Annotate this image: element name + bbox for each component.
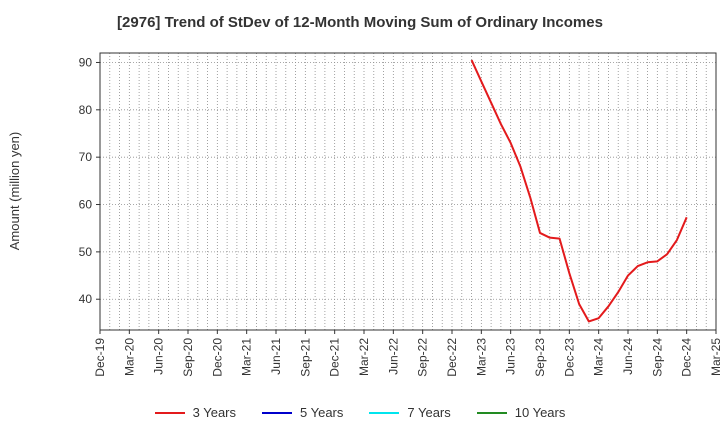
x-tick-label: Mar-23 xyxy=(474,338,488,376)
legend-item: 3 Years xyxy=(154,405,236,420)
x-tick-label: Sep-23 xyxy=(533,338,547,377)
x-tick-label: Mar-24 xyxy=(592,338,606,376)
plot-frame xyxy=(99,52,717,331)
legend: 3 Years 5 Years 7 Years 10 Years xyxy=(0,405,720,420)
chart-title: [2976] Trend of StDev of 12-Month Moving… xyxy=(117,14,603,31)
x-tick-label: Dec-19 xyxy=(93,338,107,377)
x-tick-label: Jun-20 xyxy=(152,338,166,375)
y-tick-label: 90 xyxy=(79,55,93,69)
x-tick-label: Sep-21 xyxy=(298,338,312,377)
x-tick-label: Sep-22 xyxy=(416,338,430,377)
x-tick-label: Mar-25 xyxy=(709,338,720,376)
x-tick-label: Dec-22 xyxy=(445,338,459,377)
grid-layer xyxy=(100,53,716,330)
x-tick-label: Sep-20 xyxy=(181,338,195,377)
series-layer xyxy=(470,59,688,323)
legend-swatch xyxy=(154,411,185,414)
legend-label: 7 Years xyxy=(407,405,451,420)
axis-layer: 40 50 60 70 80 90 Dec-19 Mar-20 Jun-20 Sep-20 Dec-… xyxy=(79,52,720,377)
x-tick-label: Sep-24 xyxy=(650,338,664,377)
x-tick-label: Mar-22 xyxy=(357,338,371,376)
legend-swatch xyxy=(262,411,292,414)
legend-item: 10 Years xyxy=(476,405,566,420)
y-tick-label: 50 xyxy=(79,245,93,259)
x-tick-label: Jun-24 xyxy=(621,338,635,375)
legend-swatch xyxy=(476,411,507,414)
legend-item: 7 Years xyxy=(369,405,451,420)
y-tick-label: 60 xyxy=(79,198,93,212)
x-tick-label: Dec-20 xyxy=(210,338,224,377)
x-tick-label: Mar-21 xyxy=(240,338,254,376)
y-tick-label: 40 xyxy=(79,292,93,306)
x-tick-label: Jun-21 xyxy=(269,338,283,375)
x-tick-label: Dec-24 xyxy=(680,338,694,377)
x-tick-label: Dec-23 xyxy=(562,338,576,377)
y-axis-title: Amount (million yen) xyxy=(7,132,22,251)
x-tick-label: Mar-20 xyxy=(122,338,136,376)
legend-swatch xyxy=(369,411,400,414)
legend-label: 10 Years xyxy=(514,405,566,420)
x-tick-label: Dec-21 xyxy=(328,338,342,377)
legend-item: 5 Years xyxy=(262,405,343,420)
y-tick-label: 70 xyxy=(79,150,93,164)
x-tick-label: Jun-23 xyxy=(504,338,518,375)
legend-label: 5 Years xyxy=(300,405,344,420)
legend-label: 3 Years xyxy=(192,405,236,420)
y-tick-label: 80 xyxy=(79,103,93,117)
series-line-3-years xyxy=(470,59,688,323)
x-tick-label: Jun-22 xyxy=(386,338,400,375)
